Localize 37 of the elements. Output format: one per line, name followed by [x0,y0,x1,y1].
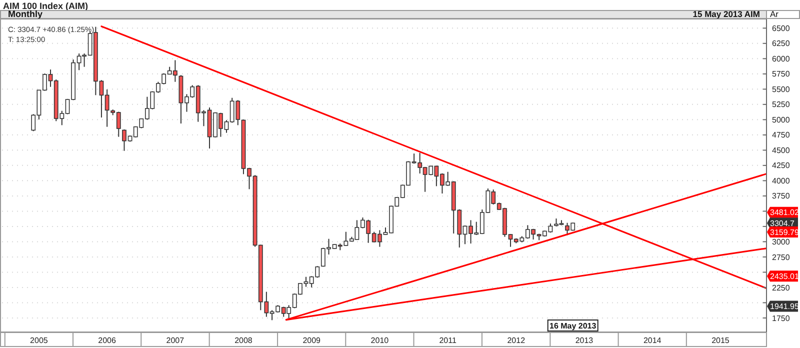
y-tick-label: 3750 [772,192,790,201]
y-tick-label: 5500 [772,84,790,94]
text: Ar [770,9,779,19]
annotation: 2435.01 [770,272,800,281]
x-tick-label: 2008 [234,336,253,345]
y-tick-label: 6000 [772,54,790,64]
annotation: 15 May 2013 AIM [692,9,760,19]
annotation: 3159.79 [770,228,800,237]
y-tick-label: 2750 [772,252,790,262]
x-tick-label: 2011 [439,336,457,345]
y-tick-label: 6500 [772,24,790,33]
y-tick-label: 6250 [772,39,790,48]
x-tick-label: 2005 [30,336,48,345]
chart-subtitle: Monthly [8,9,42,19]
x-tick-label: 2012 [507,336,526,345]
x-tick-label: 2015 [712,336,730,345]
y-tick-label: 4750 [772,130,790,140]
x-tick-label: 2007 [166,336,185,345]
x-tick-label: 2013 [575,336,594,345]
y-tick-label: 4500 [772,146,790,155]
annotation: 1941.95 [770,302,800,312]
y-tick-label: 5000 [772,115,790,124]
x-tick-label: 2006 [98,336,117,345]
y-tick-label: 1750 [772,314,790,323]
x-tick-label: 2014 [643,336,662,345]
x-tick-label: 2009 [302,336,322,345]
y-tick-label: 4250 [772,161,790,170]
y-tick-label: 3000 [772,238,790,246]
chart-title: AIM 100 Index (AIM) [3,1,88,11]
annotation: 3304.7 [770,218,796,228]
annotation: 16 May 2013 [550,322,597,330]
annotation: 3481.02 [770,208,800,218]
y-tick-label: 5750 [772,70,790,79]
x-tick-label: 2010 [370,336,390,345]
y-tick-label: 5250 [772,100,790,110]
y-tick-label: 4000 [772,176,790,186]
y-tick-label: 2250 [772,283,790,292]
